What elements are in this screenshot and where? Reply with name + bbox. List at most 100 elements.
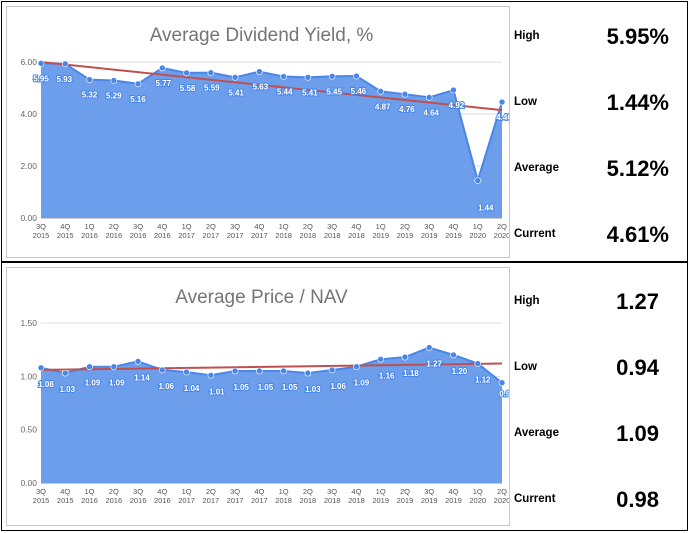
data-label: 5.41 <box>302 88 318 97</box>
data-label: 5.29 <box>106 91 122 100</box>
data-point <box>377 355 384 363</box>
y-tick-label: 0.00 <box>20 213 37 223</box>
x-tick-label-quarter: 2Q <box>303 487 313 496</box>
stat-current-label: Current <box>514 493 556 505</box>
stat-current-value: 4.61% <box>606 222 669 247</box>
series-area <box>41 63 502 218</box>
stat-high-value: 5.95% <box>606 24 669 49</box>
stat-high: High 1.27 <box>514 283 687 323</box>
x-tick-label-year: 2017 <box>202 231 219 240</box>
x-tick-label-quarter: 3Q <box>133 487 143 496</box>
x-tick-label-year: 2019 <box>421 231 438 240</box>
stat-average: Average 1.09 <box>514 415 687 455</box>
x-tick-label-year: 2016 <box>81 496 98 505</box>
data-label: 1.09 <box>85 379 101 388</box>
data-label: 5.63 <box>253 83 269 92</box>
x-tick-label-year: 2018 <box>275 496 292 505</box>
data-label: 4.87 <box>375 102 391 111</box>
x-tick-label-quarter: 4Q <box>448 487 458 496</box>
data-point <box>450 86 457 94</box>
x-tick-label-quarter: 4Q <box>60 487 70 496</box>
data-point <box>231 74 239 81</box>
x-tick-label-year: 2016 <box>105 496 122 505</box>
x-tick-label-quarter: 1Q <box>85 222 95 231</box>
data-label: 1.05 <box>258 383 274 392</box>
x-tick-label-quarter: 1Q <box>376 222 386 231</box>
data-point <box>401 353 409 361</box>
stat-high-label: High <box>514 30 540 42</box>
x-tick-label-quarter: 1Q <box>182 487 192 496</box>
x-tick-label-year: 2017 <box>202 496 219 505</box>
x-tick-label-quarter: 3Q <box>133 222 143 231</box>
data-point <box>86 76 93 83</box>
x-tick-label-quarter: 3Q <box>36 222 46 231</box>
stat-high-value: 1.27 <box>616 289 659 314</box>
x-tick-label-year: 2020 <box>494 496 509 505</box>
x-tick-label-year: 2019 <box>445 231 462 240</box>
data-point <box>256 68 263 75</box>
x-tick-label-quarter: 2Q <box>109 487 119 496</box>
x-tick-label-quarter: 3Q <box>424 487 434 496</box>
x-tick-label-quarter: 2Q <box>497 222 507 231</box>
x-tick-label-year: 2017 <box>227 496 244 505</box>
y-tick-label: 0.50 <box>20 425 37 435</box>
data-label: 5.44 <box>277 88 293 97</box>
x-tick-label-quarter: 4Q <box>254 222 264 231</box>
x-tick-label-year: 2018 <box>300 496 317 505</box>
x-tick-label-quarter: 2Q <box>206 487 216 496</box>
data-label: 1.20 <box>452 367 468 376</box>
x-tick-label-quarter: 2Q <box>109 222 119 231</box>
x-tick-label-year: 2019 <box>397 231 414 240</box>
y-tick-label: 4.00 <box>20 109 37 119</box>
stat-average-value: 5.12% <box>606 156 669 181</box>
x-tick-label-quarter: 3Q <box>230 222 240 231</box>
x-tick-label-year: 2018 <box>300 231 317 240</box>
data-point <box>134 80 142 88</box>
data-point <box>183 368 190 376</box>
data-label: 5.58 <box>180 84 196 93</box>
x-tick-label-quarter: 4Q <box>157 222 167 231</box>
data-label: 1.09 <box>354 379 370 388</box>
chart-title: Average Price / NAV <box>175 287 348 308</box>
data-point <box>280 73 287 80</box>
data-point <box>304 369 312 377</box>
x-tick-label-year: 2018 <box>275 231 292 240</box>
x-tick-label-quarter: 1Q <box>85 487 95 496</box>
data-label: 1.44 <box>478 204 494 213</box>
x-tick-label-year: 2017 <box>251 231 268 240</box>
chart-title: Average Dividend Yield, % <box>150 25 374 46</box>
price-nav-panel: Average Price / NAV 0.00 0.50 1.00 1.50 1.08 1… <box>1 262 688 531</box>
data-label: 5.32 <box>82 91 98 100</box>
stat-average-label: Average <box>514 427 559 439</box>
x-tick-label-quarter: 4Q <box>157 487 167 496</box>
data-label: 1.14 <box>134 373 150 382</box>
x-tick-label-year: 2017 <box>227 231 244 240</box>
x-tick-label-year: 2020 <box>469 496 486 505</box>
x-tick-label-year: 2017 <box>251 496 268 505</box>
data-point <box>328 366 336 374</box>
data-point <box>207 69 215 76</box>
x-tick-label-year: 2019 <box>372 231 389 240</box>
data-label: 1.09 <box>109 379 125 388</box>
y-tick-label: 0.00 <box>20 478 37 488</box>
x-tick-label-year: 2018 <box>348 496 365 505</box>
data-point <box>474 360 482 367</box>
stat-average-value: 1.09 <box>616 421 659 446</box>
stat-average: Average 5.12% <box>514 150 687 190</box>
stat-high: High 5.95% <box>514 18 687 58</box>
stat-current-value: 0.98 <box>616 487 659 512</box>
data-label: 1.06 <box>330 382 346 391</box>
x-tick-label-year: 2018 <box>324 231 341 240</box>
x-tick-label-quarter: 4Q <box>351 222 361 231</box>
x-tick-label-year: 2016 <box>130 231 147 240</box>
x-tick-label-quarter: 4Q <box>60 222 70 231</box>
x-tick-label-year: 2016 <box>130 496 147 505</box>
y-tick-label: 2.00 <box>20 161 37 171</box>
data-label: 1.05 <box>282 383 298 392</box>
data-point <box>37 364 45 372</box>
data-point <box>425 344 433 351</box>
data-point <box>280 367 287 375</box>
x-tick-label-year: 2015 <box>57 496 74 505</box>
data-point <box>61 60 69 68</box>
x-tick-label-quarter: 1Q <box>376 487 386 496</box>
